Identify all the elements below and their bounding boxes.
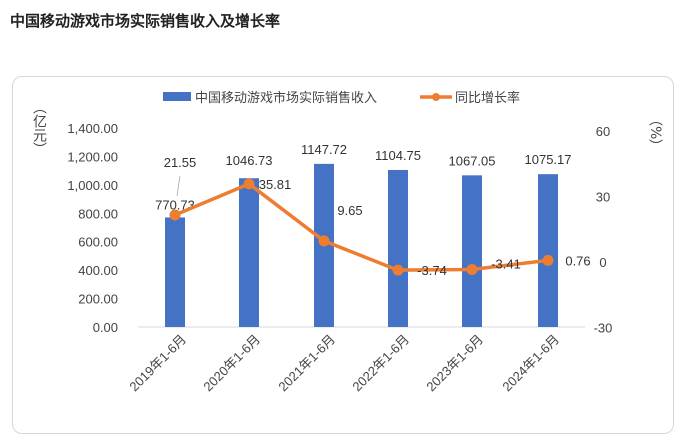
- x-axis-tick: 2019年1-6月: [126, 332, 189, 395]
- bar: [165, 217, 185, 327]
- right-axis-label: （%）: [647, 112, 663, 154]
- x-axis-tick: 2024年1-6月: [499, 332, 562, 395]
- bar: [538, 174, 558, 327]
- bar-value-label: 770.73: [155, 197, 195, 212]
- bar: [388, 169, 408, 327]
- bar-value-label: 1046.73: [226, 153, 273, 168]
- left-axis-tick: 1,200.00: [67, 149, 118, 164]
- page-title: 中国移动游戏市场实际销售收入及增长率: [10, 12, 281, 30]
- left-axis-tick: 1,400.00: [67, 121, 118, 136]
- left-axis-tick: 800.00: [78, 206, 118, 221]
- bar: [239, 178, 259, 327]
- x-axis-tick: 2023年1-6月: [423, 332, 486, 395]
- left-axis-tick: 400.00: [78, 263, 118, 278]
- left-axis-tick: 0.00: [93, 320, 118, 335]
- x-axis-tick: 2021年1-6月: [275, 332, 338, 395]
- right-axis-tick: 0: [599, 255, 606, 270]
- growth-value-label: 9.65: [337, 203, 362, 218]
- growth-value-label: 35.81: [259, 177, 292, 192]
- growth-value-label: -3.41: [491, 256, 521, 271]
- legend-line-label: 同比增长率: [455, 90, 520, 105]
- right-axis-tick: 60: [596, 124, 610, 139]
- growth-point: [466, 263, 478, 275]
- right-axis-tick: 30: [596, 190, 610, 205]
- bar-value-label: 1104.75: [375, 148, 421, 163]
- x-axis-tick: 2022年1-6月: [349, 332, 412, 395]
- left-axis-tick: 1,000.00: [67, 178, 118, 193]
- x-axis-tick: 2020年1-6月: [200, 332, 263, 395]
- growth-point: [243, 178, 255, 190]
- chart-frame: [12, 76, 674, 434]
- legend-bar-swatch: [163, 92, 191, 101]
- growth-point: [392, 264, 404, 276]
- growth-value-label: -3.74: [417, 263, 447, 278]
- growth-value-label: 0.76: [565, 253, 590, 268]
- right-axis-tick: -30: [594, 320, 613, 335]
- leader-line: [176, 175, 181, 197]
- bar-value-label: 1075.17: [525, 152, 572, 167]
- left-axis-tick: 600.00: [78, 235, 118, 250]
- left-axis-tick: 200.00: [78, 292, 118, 307]
- growth-point: [169, 209, 181, 221]
- bar-value-label: 1147.72: [301, 142, 347, 157]
- growth-point: [318, 235, 330, 247]
- left-axis-label: （亿元）: [31, 100, 47, 156]
- growth-line: [174, 181, 549, 272]
- bar-value-label: 1067.05: [449, 153, 496, 168]
- bar: [462, 175, 482, 327]
- growth-point: [542, 254, 554, 266]
- growth-value-label: 21.55: [164, 155, 197, 170]
- legend-line-marker: [432, 93, 440, 101]
- legend-bar-label: 中国移动游戏市场实际销售收入: [195, 90, 377, 105]
